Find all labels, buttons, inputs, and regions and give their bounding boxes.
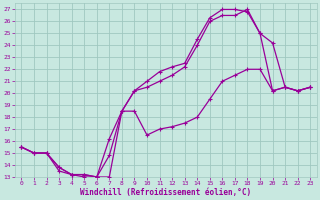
- X-axis label: Windchill (Refroidissement éolien,°C): Windchill (Refroidissement éolien,°C): [80, 188, 252, 197]
